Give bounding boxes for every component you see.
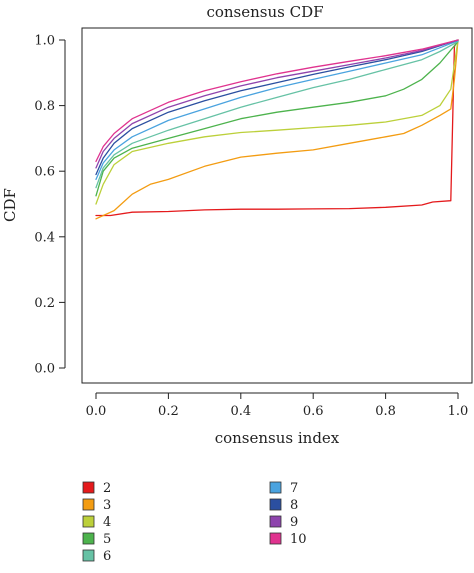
series-layer: [95, 39, 459, 220]
legend: 2 3 4 5 6 7 8 9 10: [82, 481, 307, 564]
chart-title: consensus CDF: [206, 3, 323, 21]
legend-label-k3: 3: [103, 498, 111, 513]
legend-swatch-k10: [269, 532, 282, 545]
series-line-k8: [95, 39, 459, 176]
y-tick-label: 0.2: [34, 296, 55, 311]
series-line-k4: [95, 39, 459, 205]
legend-label-k10: 10: [290, 532, 307, 547]
plot-frame: [81, 27, 473, 384]
x-axis: 0.0 0.2 0.4 0.6 0.8 1.0: [86, 392, 469, 419]
legend-swatch-k5: [82, 532, 95, 545]
legend-label-k9: 9: [290, 515, 298, 530]
legend-swatch-k3: [82, 498, 95, 511]
series-line-k3: [95, 39, 459, 220]
legend-swatch-k4: [82, 515, 95, 528]
series-line-k5: [95, 40, 459, 197]
y-tick-label: 0.0: [34, 362, 55, 377]
legend-label-k4: 4: [103, 515, 111, 530]
legend-swatch-k8: [269, 498, 282, 511]
x-tick-label: 0.2: [158, 404, 179, 419]
y-axis: 0.0 0.2 0.4 0.6 0.8 1.0: [34, 34, 66, 377]
series-line-k2: [95, 39, 459, 217]
y-tick-label: 0.6: [34, 165, 55, 180]
legend-label-k6: 6: [103, 549, 111, 564]
series-line-k7: [95, 40, 459, 181]
legend-swatch-k7: [269, 481, 282, 494]
legend-label-k5: 5: [103, 532, 111, 547]
legend-swatch-k6: [82, 549, 95, 562]
x-tick-label: 1.0: [448, 404, 469, 419]
y-tick-label: 1.0: [34, 34, 55, 49]
legend-swatch-k9: [269, 515, 282, 528]
series-line-k9: [95, 39, 459, 169]
y-tick-label: 0.4: [34, 230, 55, 245]
x-tick-label: 0.4: [230, 404, 251, 419]
legend-swatch-k2: [82, 481, 95, 494]
y-axis-label: CDF: [1, 188, 19, 222]
x-axis-label: consensus index: [215, 429, 340, 447]
legend-label-k7: 7: [290, 481, 298, 496]
legend-label-k2: 2: [103, 481, 111, 496]
series-line-k6: [95, 40, 459, 189]
x-tick-label: 0.6: [303, 404, 324, 419]
legend-label-k8: 8: [290, 498, 298, 513]
x-tick-label: 0.0: [86, 404, 107, 419]
x-tick-label: 0.8: [375, 404, 396, 419]
y-tick-label: 0.8: [34, 99, 55, 114]
series-line-k10: [95, 39, 459, 163]
